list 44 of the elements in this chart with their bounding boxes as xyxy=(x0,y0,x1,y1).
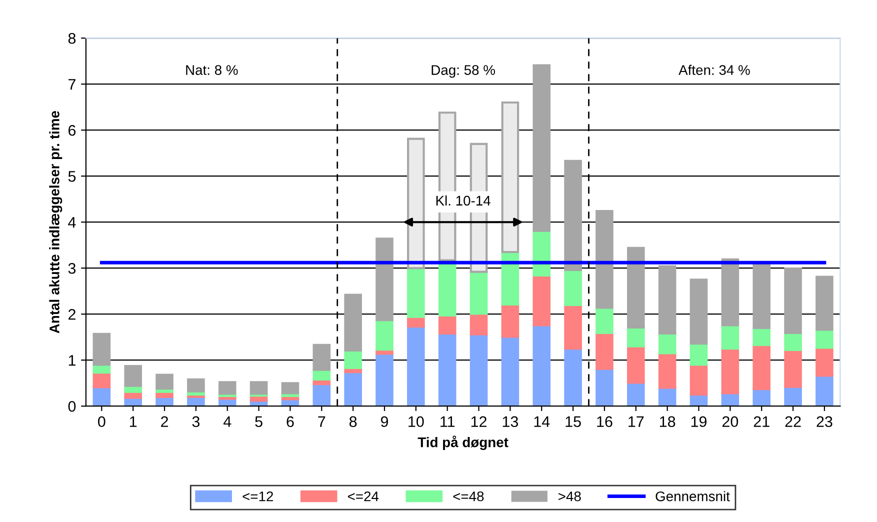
x-tick-label: 2 xyxy=(161,416,168,427)
y-tick-label: 3 xyxy=(68,262,76,274)
x-tick-label: 14 xyxy=(534,416,550,427)
annotation: Nat: 8 % xyxy=(186,65,238,75)
y-tick-label: 8 xyxy=(68,32,76,44)
x-tick-label: 11 xyxy=(440,416,455,427)
x-tick-label: 8 xyxy=(349,416,357,428)
x-tick-label: 3 xyxy=(192,416,200,428)
annotation: Dag: 58 % xyxy=(432,65,495,78)
x-tick-label: 7 xyxy=(318,416,326,427)
y-tick-label: 0 xyxy=(68,400,76,412)
y-tick-label: 5 xyxy=(68,171,76,182)
x-tick-label: 5 xyxy=(255,416,262,428)
y-tick-label: 1 xyxy=(68,355,76,366)
y-tick-label: 4 xyxy=(68,217,76,228)
x-tick-label: 12 xyxy=(471,416,486,427)
x-tick-label: 16 xyxy=(597,416,612,428)
y-tick-label: 6 xyxy=(68,124,76,136)
legend-label: Gennemsnit xyxy=(656,491,730,502)
y-tick-label: 2 xyxy=(68,308,76,320)
annotation: Aften: 34 % xyxy=(678,64,750,75)
x-tick-label: 0 xyxy=(98,416,106,428)
x-tick-label: 15 xyxy=(566,416,581,428)
x-tick-label: 21 xyxy=(754,416,770,427)
x-tick-label: 19 xyxy=(691,416,707,428)
x-tick-label: 9 xyxy=(380,416,388,428)
x-tick-label: 20 xyxy=(722,416,738,428)
x-tick-label: 1 xyxy=(130,416,137,427)
annotation: Kl. 10-14 xyxy=(436,195,490,206)
x-tick-label: 18 xyxy=(660,416,676,428)
x-tick-label: 23 xyxy=(816,416,832,428)
legend-label: <=24 xyxy=(348,491,379,502)
legend-label: <=48 xyxy=(453,491,484,502)
x-tick-label: 10 xyxy=(408,416,424,428)
y-axis-title: Antal akutte indlæggelser pr. time xyxy=(49,111,62,334)
legend-label: <=12 xyxy=(242,491,273,502)
x-tick-label: 17 xyxy=(628,416,644,427)
x-tick-label: 22 xyxy=(785,416,801,427)
x-tick-label: 4 xyxy=(223,416,232,427)
legend-label: >48 xyxy=(558,491,581,502)
x-tick-label: 13 xyxy=(502,416,518,428)
x-tick-label: 6 xyxy=(286,416,294,428)
x-axis-title: Tid på døgnet xyxy=(418,436,508,450)
y-tick-label: 7 xyxy=(68,79,76,90)
